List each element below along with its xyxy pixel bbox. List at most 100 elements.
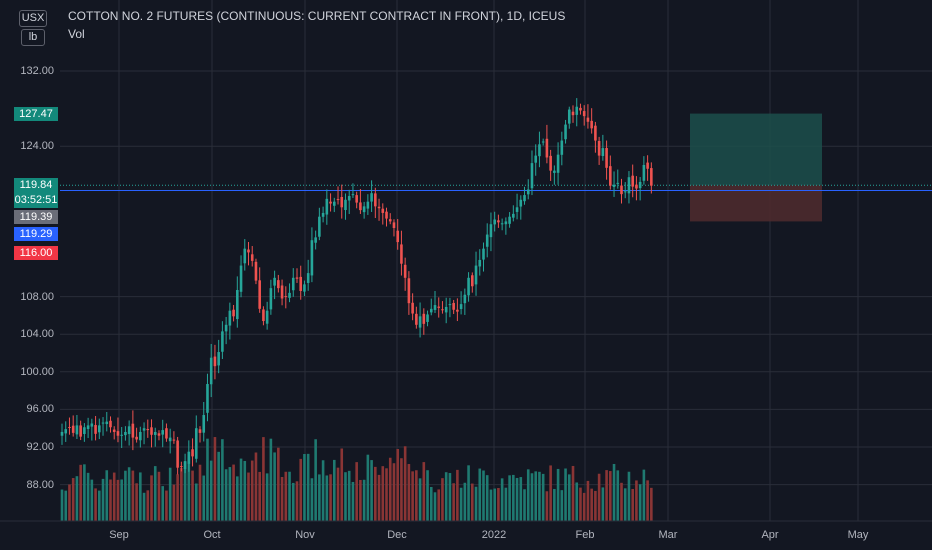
volume-bar — [101, 478, 105, 521]
candle-body — [418, 316, 422, 328]
volume-bar — [541, 473, 545, 521]
candle-body — [318, 216, 321, 237]
candle-body — [98, 425, 101, 433]
volume-bar — [236, 476, 239, 521]
candle-body — [441, 309, 444, 311]
candle-body — [306, 273, 310, 283]
volume-bar — [127, 467, 131, 521]
volume-bar — [482, 470, 485, 521]
volume-bars — [60, 437, 653, 521]
candle-body — [594, 125, 597, 141]
volume-bar — [359, 479, 362, 521]
candle-body — [202, 415, 206, 433]
volume-bar — [586, 480, 590, 521]
candle-body — [344, 199, 347, 211]
candle-body — [228, 310, 232, 326]
candle-body — [71, 425, 75, 433]
candle-body — [68, 427, 71, 429]
stop-price-tag: 116.00 — [14, 246, 58, 260]
candle-body — [112, 429, 116, 432]
volume-bar — [277, 447, 280, 521]
volume-bar — [258, 471, 261, 521]
candle-body — [60, 431, 64, 436]
volume-bar — [485, 475, 489, 521]
x-tick-label: Nov — [295, 529, 315, 541]
x-tick-label: Feb — [575, 529, 595, 541]
volume-bar — [437, 489, 441, 521]
x-tick-label: 2022 — [481, 529, 507, 541]
candle-body — [586, 117, 590, 122]
candle-body — [392, 222, 396, 228]
candle-body — [590, 120, 593, 129]
volume-bar — [429, 486, 433, 521]
candle-body — [221, 331, 224, 352]
volume-bar — [194, 483, 198, 521]
volume-bar — [459, 487, 463, 521]
blue-price-tag: 119.29 — [14, 227, 58, 241]
volume-bar — [526, 469, 530, 521]
volume-bar — [250, 460, 254, 521]
candle-body — [165, 428, 168, 439]
volume-bar — [612, 463, 616, 521]
volume-bar — [299, 458, 303, 521]
candle-body — [538, 144, 541, 157]
volume-bar — [64, 490, 68, 521]
candle-body — [236, 290, 239, 320]
volume-bar — [314, 439, 317, 521]
volume-bar — [422, 462, 426, 521]
candle-body — [388, 219, 392, 222]
volume-bar — [590, 488, 593, 521]
volume-bar — [187, 457, 191, 521]
candle-body — [623, 191, 627, 193]
candle-body — [374, 193, 377, 207]
candle-body — [485, 234, 489, 247]
volume-bar — [224, 469, 228, 521]
volume-bar — [280, 476, 284, 521]
candle-body — [433, 305, 437, 310]
volume-bar — [463, 482, 467, 521]
volume-bar — [545, 491, 549, 521]
volume-bar — [105, 470, 109, 521]
volume-bar — [523, 489, 526, 521]
volume-bar — [191, 470, 194, 521]
volume-bar — [433, 492, 437, 521]
candle-body — [217, 352, 220, 366]
volume-bar — [161, 486, 165, 521]
volume-bar — [60, 489, 64, 521]
currency-chip[interactable]: USX — [19, 10, 47, 27]
volume-bar — [646, 480, 649, 521]
candle-body — [497, 220, 500, 223]
volume-bar — [355, 462, 358, 521]
candle-body — [139, 431, 142, 441]
candle-body — [631, 175, 634, 187]
candle-body — [564, 124, 567, 140]
volume-bar — [493, 488, 496, 521]
candle-body — [172, 439, 176, 441]
volume-bar — [650, 487, 653, 521]
candle-body — [616, 182, 620, 184]
volume-bar — [471, 483, 474, 521]
candle-body — [284, 296, 288, 298]
candle-body — [124, 431, 127, 436]
candle-body — [444, 306, 448, 313]
volume-bar — [582, 492, 586, 521]
candle-body — [254, 261, 258, 281]
volume-bar — [325, 475, 329, 521]
volume-bar — [288, 471, 291, 521]
candle-body — [291, 277, 295, 291]
candles — [60, 98, 653, 475]
unit-chip[interactable]: lb — [21, 29, 45, 46]
candle-body — [258, 280, 261, 309]
volume-bar — [213, 437, 217, 521]
candle-body — [209, 357, 213, 385]
volume-bar — [221, 439, 224, 521]
volume-bar — [254, 452, 258, 521]
candle-body — [635, 184, 638, 189]
candle-body — [273, 277, 276, 286]
candle-body — [94, 425, 97, 434]
volume-bar — [571, 465, 575, 521]
candle-body — [456, 309, 459, 312]
volume-bar — [112, 472, 116, 521]
